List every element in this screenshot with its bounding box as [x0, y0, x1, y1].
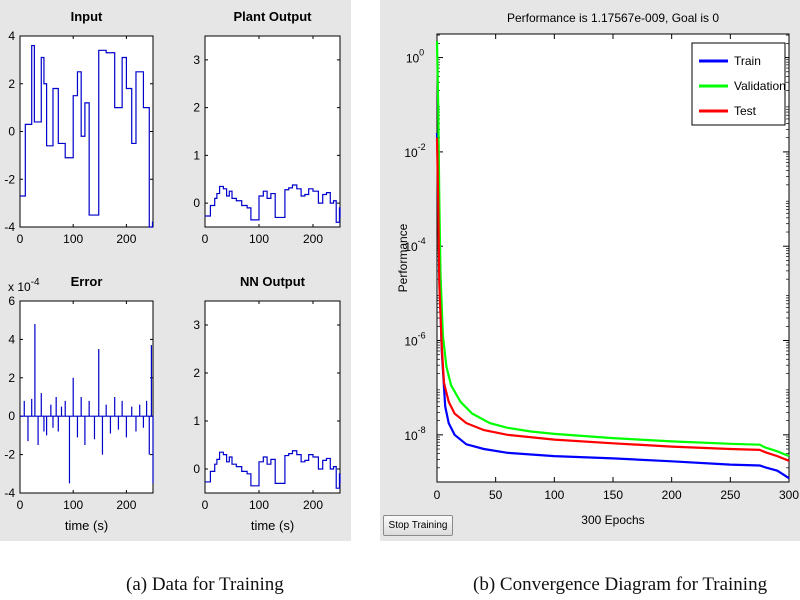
y-tick-label: 10-8	[404, 425, 425, 443]
stop-training-button[interactable]: Stop Training	[383, 515, 453, 536]
x-tick-label: 0	[17, 498, 24, 512]
x-tick-label: 100	[249, 498, 269, 512]
x-tick-label: 50	[489, 488, 503, 502]
y-tick-label: 100	[406, 48, 424, 66]
plot-title-error: Error	[71, 274, 103, 289]
x-tick-label: 150	[603, 488, 623, 502]
series-line-input	[20, 44, 154, 228]
caption-data-for-training: (a) Data for Training	[126, 574, 284, 595]
y-tick-label: 3	[193, 53, 200, 67]
series-line-validation	[435, 41, 790, 458]
caption-convergence-diagram: (b) Convergence Diagram for Training	[473, 574, 768, 595]
y-tick-label: 2	[193, 101, 200, 115]
y-tick-label: -2	[4, 172, 15, 186]
performance-chart: Performance is 1.17567e-009, Goal is 0 10…	[396, 11, 799, 527]
y-tick-label: 2	[193, 366, 200, 380]
x-tick-label: 200	[303, 232, 323, 246]
y-tick-label: 0	[8, 409, 15, 423]
x-tick-label: 200	[116, 232, 136, 246]
y-tick-label: 4	[8, 29, 15, 43]
y-tick-label: 1	[193, 414, 200, 428]
x-tick-label: 300	[779, 488, 799, 502]
y-tick-label: 10-2	[404, 142, 425, 160]
training-data-panel: Input 4 2 0 -2 -4 0 100 200 Plant Output 3 2 1 0 0 100 2…	[0, 0, 351, 541]
y-tick-label: 1	[193, 148, 200, 162]
x-tick-label: 0	[202, 232, 209, 246]
x-tick-label: 100	[544, 488, 564, 502]
y-tick-label: -4	[4, 220, 15, 234]
x-tick-label: 0	[202, 498, 209, 512]
plot-title-plant-output: Plant Output	[234, 9, 313, 24]
x-tick-label: 100	[63, 498, 83, 512]
y-tick-label: 3	[193, 318, 200, 332]
y-axis-label: Performance	[396, 223, 410, 292]
x-axis-label: time (s)	[65, 518, 108, 533]
y-tick-label: 10-6	[404, 331, 425, 349]
legend-label-validation: Validation	[734, 79, 786, 93]
plot-area-input	[19, 35, 154, 228]
x-axis-label: time (s)	[251, 518, 294, 533]
y-tick-label: 0	[8, 125, 15, 139]
y-tick-label: 2	[8, 77, 15, 91]
x-tick-label: 200	[116, 498, 136, 512]
y-tick-label: 2	[8, 371, 15, 385]
x-axis-label: 300 Epochs	[581, 513, 644, 527]
convergence-panel: Performance is 1.17567e-009, Goal is 0 10…	[380, 0, 800, 541]
legend-label-train: Train	[734, 54, 761, 68]
x-tick-label: 200	[662, 488, 682, 502]
plot-area-error	[19, 300, 154, 494]
plot-area-nn-output	[204, 300, 341, 494]
x-tick-label: 100	[63, 232, 83, 246]
legend: Train Validation Test	[691, 42, 786, 126]
plot-area-plant-output	[204, 35, 341, 228]
y-tick-label: 6	[8, 294, 15, 308]
performance-plot: Performance is 1.17567e-009, Goal is 0 10…	[396, 11, 799, 527]
x-tick-label: 0	[17, 232, 24, 246]
plot-title-input: Input	[71, 9, 103, 24]
plot-title-nn-output: NN Output	[240, 274, 306, 289]
x-tick-label: 200	[303, 498, 323, 512]
series-line-error	[20, 324, 154, 484]
x-tick-label: 0	[434, 488, 441, 502]
x-tick-label: 250	[720, 488, 740, 502]
legend-label-test: Test	[734, 104, 757, 118]
series-line-test	[435, 137, 790, 462]
performance-title: Performance is 1.17567e-009, Goal is 0	[507, 11, 719, 25]
y-tick-label: -4	[4, 486, 15, 500]
y-scale-exponent: x 10-4	[8, 277, 40, 294]
series-line-plant-output	[205, 184, 341, 223]
y-tick-label: 0	[193, 462, 200, 476]
series-line-nn-output	[205, 450, 341, 489]
x-tick-label: 100	[249, 232, 269, 246]
y-tick-label: -2	[4, 448, 15, 462]
y-tick-label: 0	[193, 196, 200, 210]
y-tick-label: 4	[8, 332, 15, 346]
